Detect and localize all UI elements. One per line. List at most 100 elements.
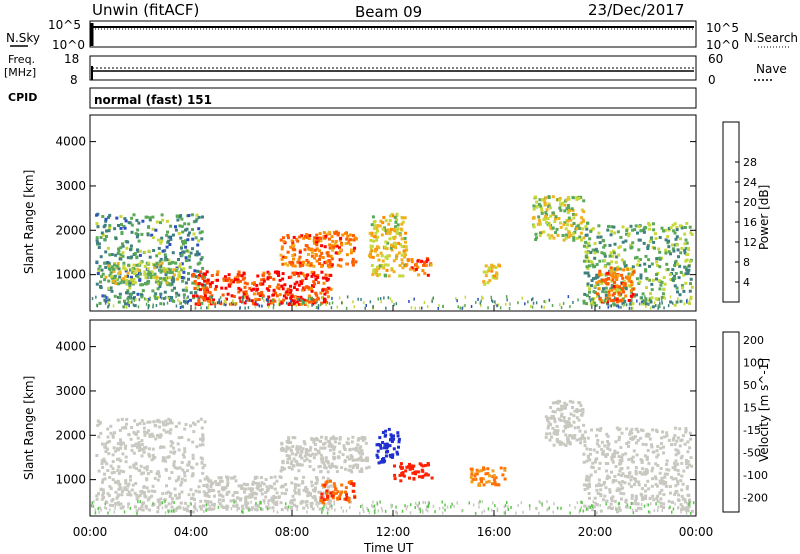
velocity-ground-cell [268,502,270,506]
velocity-ground-cell [419,510,422,514]
velocity-cell [627,440,631,444]
power-cell [298,235,302,239]
power-cell [197,215,201,219]
velocity-cell [678,444,682,448]
velocity-cell [564,444,568,447]
velocity-cell [491,469,495,473]
velocity-cell [179,483,183,487]
power-cell [298,264,302,268]
velocity-cell [390,440,394,443]
power-cell [95,282,99,286]
velocity-cell [164,505,168,509]
velocity-cell [145,486,149,490]
velocity-cell [119,459,123,463]
velocity-cell [686,493,690,497]
power-cell [615,277,619,281]
power-ground-cell [494,302,497,306]
power-cell [648,223,652,227]
velocity-ground-cell [503,511,505,515]
power-ground-cell [357,297,359,301]
power-ground-cell [223,302,225,306]
velocity-cell [248,495,252,499]
power-cell [143,250,147,254]
power-cell [370,231,374,235]
power-cell [422,263,426,267]
power-ground-cell [211,295,213,299]
velocity-cell [606,435,610,438]
power-cell [370,223,374,227]
velocity-cell [295,463,299,467]
power-cell [289,275,293,279]
velocity-cell [123,446,127,450]
velocity-cell [221,486,225,490]
power-cell [613,267,617,271]
power-cell [136,228,140,232]
power-cell [196,302,200,305]
power-cell [254,297,258,301]
velocity-cell [503,467,507,471]
velocity-cell [639,507,643,511]
velocity-cell [583,488,587,491]
power-cell [395,218,399,222]
velocity-cell [640,472,644,476]
power-cell [117,300,121,304]
velocity-cell [136,445,139,449]
power-ground-cell [128,304,130,308]
power-cell [572,238,576,242]
power-ground-cell [345,306,348,310]
velocity-ground-cell [94,511,97,515]
power-cell [678,264,682,268]
velocity-cell [186,469,189,473]
velocity-cell [651,450,655,454]
power-cell [233,278,237,282]
velocity-cell [143,430,146,434]
velocity-cell [166,422,170,426]
power-cell [206,297,209,301]
power-cell [167,262,171,266]
velocity-cell [248,493,252,497]
power-ground-cell [577,298,579,302]
power-cell [658,265,662,269]
power-ground-cell [677,297,679,301]
velocity-cell [250,491,254,495]
velocity-cell [382,457,386,461]
power-cell [488,267,491,270]
power-cell [153,266,157,270]
power-cell [650,262,654,266]
power-cell [305,236,309,239]
power-ground-cell [295,304,297,308]
power-ground-cell [165,295,167,299]
power-cell [289,284,293,288]
power-cell [569,218,573,222]
velocity-cell [209,485,213,489]
power-cell [298,255,302,259]
power-cell [152,249,156,252]
velocity-cell [660,436,664,440]
velocity-cell [383,442,387,446]
velocity-cell [345,496,349,499]
velocity-cell [354,458,358,462]
power-cell [381,265,384,269]
freq-label-1: Freq. [8,53,35,66]
power-cell [260,278,264,282]
velocity-cell [551,426,555,430]
power-cell [395,230,399,233]
power-cell [613,281,617,285]
power-ground-cell [107,305,109,309]
x-tick-label: 04:00 [174,525,209,539]
power-cell [597,287,601,291]
velocity-cell [674,491,678,494]
velocity-ground-cell [579,508,581,512]
velocity-cell [678,427,682,431]
velocity-cell [480,480,483,484]
power-cell [594,248,598,252]
power-ground-cell [194,306,197,310]
power-ground-cell [311,296,313,300]
velocity-cell [589,473,593,477]
power-cell [596,235,600,239]
velocity-cell [625,427,629,431]
power-cell [378,224,382,228]
power-cell [119,246,123,250]
power-cell [591,248,595,252]
velocity-ground-cell [379,500,381,504]
